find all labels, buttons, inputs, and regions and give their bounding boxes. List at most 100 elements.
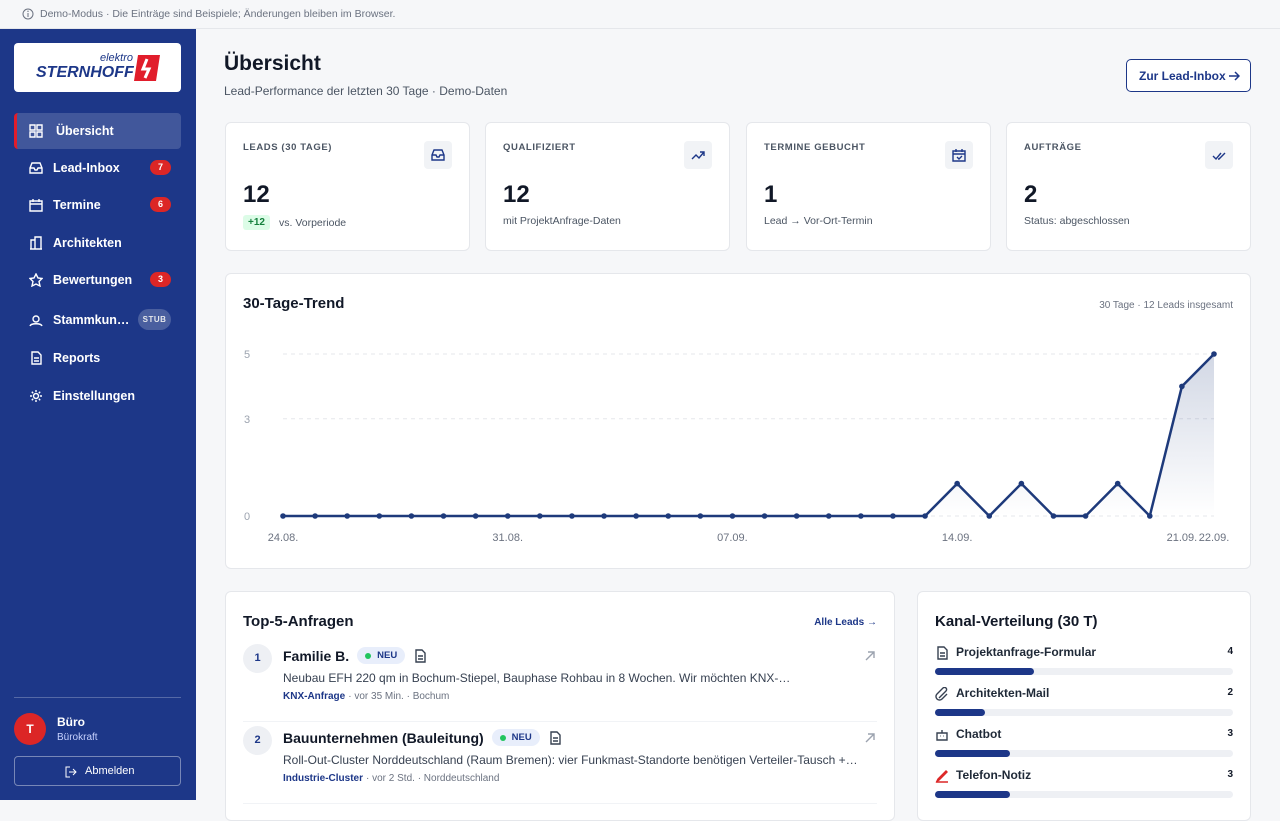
logout-button[interactable]: Abmelden bbox=[14, 756, 181, 786]
kpi-label: LEADS (30 TAGE) bbox=[243, 142, 333, 153]
lead-text: Neubau EFH 220 qm in Bochum-Stiepel, Bau… bbox=[283, 671, 791, 685]
sidebar: elektro STERNHOFF T Büro Bürokraft Abmel… bbox=[0, 29, 196, 800]
trend-point bbox=[1146, 513, 1153, 519]
info-icon bbox=[22, 8, 34, 20]
top-card: Top-5-Anfragen Alle Leads → 1 Familie B. N… bbox=[225, 591, 895, 821]
nav-item[interactable]: Einstellungen bbox=[14, 378, 181, 414]
trend-point bbox=[986, 513, 993, 519]
kpi-icon-box bbox=[684, 141, 712, 169]
logo-name: STERNHOFF bbox=[36, 64, 134, 81]
nav-label: Lead-Inbox bbox=[53, 161, 120, 175]
user-role: Bürokraft bbox=[57, 732, 98, 743]
nav-icon-path bbox=[30, 236, 42, 250]
nav-icon bbox=[29, 162, 43, 174]
kpi-label: QUALIFIZIERT bbox=[503, 142, 576, 153]
logo-small: elektro bbox=[100, 52, 134, 64]
lead-name: Familie B. bbox=[283, 648, 350, 664]
logo-mark bbox=[134, 55, 160, 81]
logo: elektro STERNHOFF bbox=[14, 43, 181, 92]
trend-point bbox=[537, 513, 543, 519]
demo-banner: Demo-Modus · Die Einträge sind Beispiele… bbox=[0, 0, 1280, 29]
nav-icon-path bbox=[31, 351, 42, 365]
y-tick-label: 5 bbox=[244, 349, 250, 361]
nav-item[interactable]: Architekten bbox=[14, 225, 181, 261]
kpi-icon-box bbox=[945, 141, 973, 169]
nav-item[interactable]: Übersicht bbox=[14, 113, 181, 149]
nav-icon bbox=[31, 351, 42, 365]
channel-bar bbox=[935, 709, 985, 716]
nav-tag: STUB bbox=[138, 309, 171, 330]
lead-text: Roll-Out-Cluster Norddeutschland (Raum B… bbox=[283, 753, 858, 767]
kpi-card: QUALIFIZIERT 12 mit ProjektAnfrage-Daten bbox=[485, 122, 730, 251]
kpi-icon-path bbox=[952, 149, 966, 162]
trend-line bbox=[283, 353, 1215, 518]
channel-title: Kanal-Verteilung (30 T) bbox=[935, 613, 1098, 630]
kpi-value: 12 bbox=[243, 181, 270, 208]
top-title: Top-5-Anfragen bbox=[243, 613, 354, 630]
kpi-icon bbox=[1212, 152, 1226, 161]
nav-icon-path bbox=[29, 162, 43, 174]
nav-item[interactable]: Reports bbox=[14, 340, 181, 376]
nav-item[interactable]: Stammkun… STUB bbox=[14, 302, 181, 338]
channel-value: 2 bbox=[1227, 687, 1233, 698]
lead-tag: Industrie-Cluster bbox=[283, 773, 364, 784]
nav-item[interactable]: Termine 6 bbox=[14, 187, 181, 223]
nav-item[interactable]: Lead-Inbox 7 bbox=[14, 150, 181, 186]
x-tick-label: 07.09. bbox=[717, 532, 748, 544]
nav-label: Einstellungen bbox=[53, 389, 135, 403]
channel-track bbox=[935, 668, 1233, 675]
kpi-card: TERMINE GEBUCHT 1 Lead → Vor-Ort-Termin bbox=[746, 122, 991, 251]
trend-point bbox=[280, 513, 286, 519]
trend-point bbox=[825, 513, 832, 519]
channel-label: Chatbot bbox=[956, 727, 1002, 741]
channel-bar bbox=[935, 750, 1010, 757]
trend-point bbox=[761, 513, 768, 519]
nav-icon-path bbox=[29, 273, 43, 287]
banner-text: Demo-Modus · Die Einträge sind Beispiele… bbox=[40, 8, 396, 20]
trend-point bbox=[504, 513, 511, 519]
lead-item[interactable]: 2 Bauunternehmen (Bauleitung) NEU Roll-Out-… bbox=[243, 726, 877, 804]
nav-icon bbox=[29, 199, 43, 212]
doc-icon bbox=[415, 649, 426, 663]
doc-icon-path bbox=[415, 649, 426, 663]
trend-point bbox=[793, 513, 800, 519]
lead-item[interactable]: 1 Familie B. NEU Neubau EFH 220 qm in Bochu… bbox=[243, 644, 877, 722]
trend-point bbox=[1179, 383, 1185, 390]
trend-point bbox=[922, 513, 928, 519]
channel-icon-path bbox=[937, 646, 948, 660]
nav-item[interactable]: Bewertungen 3 bbox=[14, 262, 181, 298]
status-dot bbox=[365, 653, 372, 659]
x-tick-label: 14.09. bbox=[942, 532, 973, 544]
inbox-button[interactable]: Zur Lead-Inbox bbox=[1126, 59, 1251, 92]
kpi-label: AUFTRÄGE bbox=[1024, 142, 1082, 153]
trend-point bbox=[1082, 513, 1089, 519]
channel-value: 3 bbox=[1227, 728, 1233, 739]
divider bbox=[14, 697, 181, 698]
trend-point bbox=[1018, 480, 1025, 487]
channel-value: 3 bbox=[1227, 769, 1233, 780]
nav-icon-path bbox=[29, 199, 43, 212]
all-leads-link[interactable]: Alle Leads → bbox=[814, 617, 877, 628]
nav-icon-path bbox=[30, 390, 42, 402]
kpi-note: mit ProjektAnfrage-Daten bbox=[503, 215, 621, 227]
channel-track bbox=[935, 709, 1233, 716]
kpi-card: AUFTRÄGE 2 Status: abgeschlossen bbox=[1006, 122, 1251, 251]
nav-label: Bewertungen bbox=[53, 273, 133, 287]
nav-icon bbox=[30, 390, 42, 402]
trend-point bbox=[858, 513, 864, 519]
x-tick-label: 22.09. bbox=[1199, 532, 1230, 544]
lead-tag: KNX-Anfrage bbox=[283, 691, 346, 702]
channel-icon bbox=[937, 646, 948, 660]
trend-point bbox=[344, 513, 351, 519]
logout-icon bbox=[65, 766, 77, 778]
doc-icon bbox=[550, 731, 561, 745]
trend-point bbox=[665, 513, 672, 519]
lead-meta-text: · vor 35 Min. · Bochum bbox=[348, 691, 450, 702]
lead-meta: Industrie-Cluster · vor 2 Std. · Norddeut… bbox=[283, 773, 499, 784]
channel-icon bbox=[935, 770, 948, 783]
channel-label: Telefon-Notiz bbox=[956, 768, 1032, 782]
status-dot bbox=[499, 735, 506, 741]
kpi-value: 1 bbox=[764, 181, 778, 208]
kpi-icon bbox=[952, 149, 966, 162]
